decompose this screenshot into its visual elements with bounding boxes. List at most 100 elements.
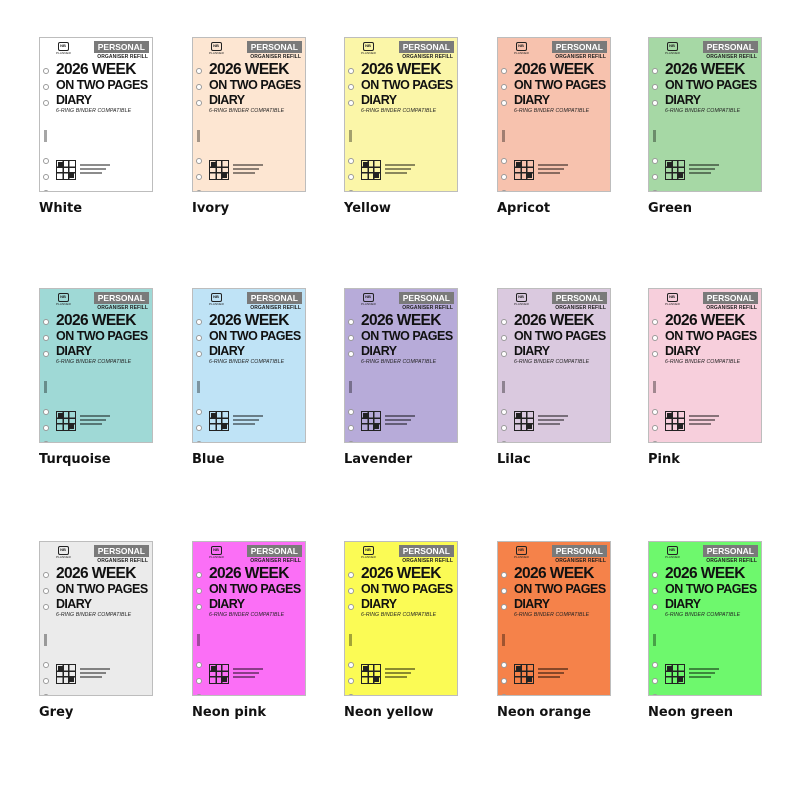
size-badge: PERSONAL <box>398 545 454 557</box>
ring-hole-icon <box>348 694 354 695</box>
nb-planner-logo: NB PLANNER <box>56 546 71 559</box>
ring-hole-icon <box>652 694 658 695</box>
ring-hole-icon <box>652 604 658 610</box>
spine-mark <box>653 130 656 142</box>
title-line-1: 2026 WEEK <box>56 61 136 78</box>
fine-print <box>385 676 407 678</box>
color-swatch[interactable]: NB PLANNER PERSONAL ORGANISER REFILL 2026 WE… <box>648 37 762 216</box>
diary-title: 2026 WEEK ON TWO PAGES DIARY <box>361 62 457 108</box>
color-swatch[interactable]: NB PLANNER PERSONAL ORGANISER REFILL 2026 WE… <box>497 37 611 216</box>
ring-hole-icon <box>196 68 202 74</box>
color-swatch[interactable]: NB PLANNER PERSONAL ORGANISER REFILL 2026 WE… <box>192 37 306 216</box>
color-name-label: Neon pink <box>192 705 267 720</box>
binder-compat-text: 6-RING BINDER COMPATIBLE <box>361 612 437 618</box>
ring-hole-icon <box>501 68 507 74</box>
logo-mark: NB <box>57 546 69 555</box>
color-swatch[interactable]: NB PLANNER PERSONAL ORGANISER REFILL 2026 WE… <box>648 288 762 467</box>
color-swatch[interactable]: NB PLANNER PERSONAL ORGANISER REFILL 2026 WE… <box>497 541 611 720</box>
ring-hole-icon <box>501 84 507 90</box>
spine-mark <box>502 130 505 142</box>
color-swatch[interactable]: NB PLANNER PERSONAL ORGANISER REFILL 2026 WE… <box>39 288 153 467</box>
logo-mark: NB <box>362 293 374 302</box>
spine-mark <box>44 381 47 393</box>
title-line-1: 2026 WEEK <box>514 565 594 582</box>
logo-mark: NB <box>362 42 374 51</box>
diary-title: 2026 WEEK ON TWO PAGES DIARY <box>56 565 152 612</box>
title-line-1: 2026 WEEK <box>56 565 136 582</box>
binder-compat-text: 6-RING BINDER COMPATIBLE <box>209 612 285 618</box>
spine-mark <box>653 381 656 393</box>
color-swatch[interactable]: NB PLANNER PERSONAL ORGANISER REFILL 2026 WE… <box>39 541 153 720</box>
ring-hole-icon <box>43 678 49 684</box>
title-line-2: ON TWO PAGES <box>514 582 606 596</box>
ring-hole-icon <box>43 572 49 578</box>
nb-planner-logo: NB PLANNER <box>361 293 376 306</box>
logo-mark: NB <box>666 293 678 302</box>
nb-planner-logo: NB PLANNER <box>665 546 680 559</box>
title-line-1: 2026 WEEK <box>209 61 289 78</box>
binder-compat-text: 6-RING BINDER COMPATIBLE <box>56 108 132 114</box>
qr-code-icon <box>361 664 381 684</box>
ring-hole-icon <box>652 319 658 325</box>
diary-title: 2026 WEEK ON TWO PAGES DIARY <box>56 313 152 359</box>
size-badge: PERSONAL <box>551 41 607 53</box>
diary-title: 2026 WEEK ON TWO PAGES DIARY <box>514 62 610 108</box>
fine-print <box>385 415 415 417</box>
nb-planner-logo: NB PLANNER <box>514 293 529 306</box>
logo-text: PLANNER <box>514 51 529 55</box>
qr-code-icon <box>56 664 76 684</box>
diary-title: 2026 WEEK ON TWO PAGES DIARY <box>209 566 305 612</box>
title-line-3: DIARY <box>209 597 245 611</box>
color-name-label: Green <box>648 201 692 216</box>
binder-compat-text: 6-RING BINDER COMPATIBLE <box>665 612 741 618</box>
logo-mark: NB <box>57 42 69 51</box>
size-badge: PERSONAL <box>246 292 302 304</box>
color-swatch[interactable]: NB PLANNER PERSONAL ORGANISER REFILL 2026 WE… <box>497 288 611 467</box>
nb-planner-logo: NB PLANNER <box>209 546 224 559</box>
fine-print <box>80 415 110 417</box>
title-line-3: DIARY <box>514 93 550 107</box>
refill-card: NB PLANNER PERSONAL ORGANISER REFILL 2026 WE… <box>39 288 153 443</box>
title-line-2: ON TWO PAGES <box>56 329 148 343</box>
logo-text: PLANNER <box>514 555 529 559</box>
refill-subtitle: ORGANISER REFILL <box>555 305 606 311</box>
color-name-label: Neon green <box>648 705 734 720</box>
ring-hole-icon <box>43 190 49 191</box>
qr-code-icon <box>209 411 229 431</box>
spine-mark <box>197 130 200 142</box>
color-name-label: Pink <box>648 452 680 467</box>
diary-title: 2026 WEEK ON TWO PAGES DIARY <box>665 566 761 612</box>
size-badge: PERSONAL <box>551 292 607 304</box>
ring-hole-icon <box>501 441 507 442</box>
ring-hole-icon <box>652 190 658 191</box>
title-line-2: ON TWO PAGES <box>361 582 453 596</box>
color-swatch[interactable]: NB PLANNER PERSONAL ORGANISER REFILL 2026 WE… <box>192 541 306 720</box>
logo-text: PLANNER <box>361 51 376 55</box>
logo-text: PLANNER <box>361 302 376 306</box>
color-swatch[interactable]: NB PLANNER PERSONAL ORGANISER REFILL 2026 WE… <box>344 541 458 720</box>
size-badge: PERSONAL <box>93 41 149 53</box>
color-swatch[interactable]: NB PLANNER PERSONAL ORGANISER REFILL 2026 WE… <box>648 541 762 720</box>
refill-subtitle: ORGANISER REFILL <box>706 558 757 564</box>
color-swatch[interactable]: NB PLANNER PERSONAL ORGANISER REFILL 2026 WE… <box>192 288 306 467</box>
color-swatch[interactable]: NB PLANNER PERSONAL ORGANISER REFILL 2026 WE… <box>344 37 458 216</box>
refill-card: NB PLANNER PERSONAL ORGANISER REFILL 2026 WE… <box>39 37 153 192</box>
color-swatch[interactable]: NB PLANNER PERSONAL ORGANISER REFILL 2026 WE… <box>344 288 458 467</box>
ring-hole-icon <box>196 662 202 668</box>
title-line-2: ON TWO PAGES <box>56 78 148 92</box>
fine-print <box>80 164 110 166</box>
ring-hole-icon <box>196 84 202 90</box>
logo-mark: NB <box>210 293 222 302</box>
color-swatch[interactable]: NB PLANNER PERSONAL ORGANISER REFILL 2026 WE… <box>39 37 153 216</box>
refill-subtitle: ORGANISER REFILL <box>706 54 757 60</box>
title-line-2: ON TWO PAGES <box>514 329 606 343</box>
color-name-label: Neon orange <box>497 705 591 720</box>
ring-hole-icon <box>43 694 49 695</box>
ring-hole-icon <box>196 158 202 164</box>
title-line-1: 2026 WEEK <box>209 312 289 329</box>
ring-hole-icon <box>348 662 354 668</box>
ring-hole-icon <box>652 425 658 431</box>
nb-planner-logo: NB PLANNER <box>665 293 680 306</box>
ring-hole-icon <box>348 572 354 578</box>
